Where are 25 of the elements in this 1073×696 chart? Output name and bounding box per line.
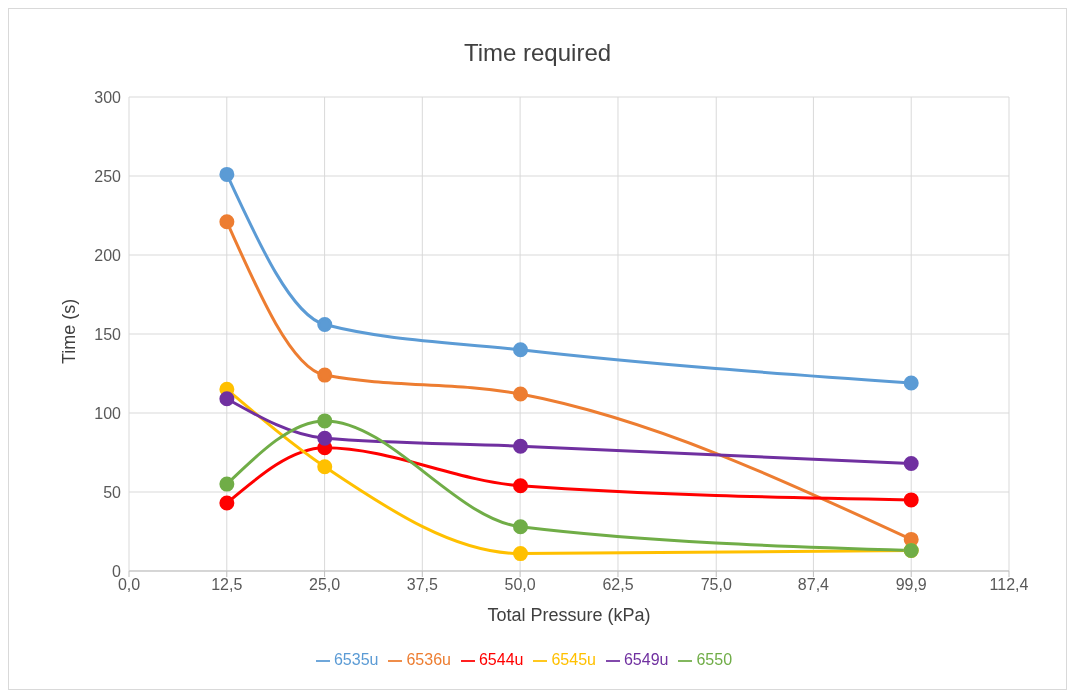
x-tick-label: 0,0	[117, 576, 141, 594]
y-tick-label: 300	[94, 88, 122, 106]
chart-title: Time required	[462, 39, 613, 67]
y-tick-label: 50	[103, 483, 122, 501]
legend-label: 6535u	[333, 651, 379, 668]
legend-label: 6549u	[623, 651, 669, 668]
x-tick-label: 12,5	[211, 576, 243, 594]
legend-label: 6544u	[478, 651, 524, 668]
y-tick-label: 100	[94, 404, 122, 422]
y-tick-label: 150	[94, 325, 122, 343]
y-tick-label: 250	[94, 167, 122, 185]
legend-label: 6545u	[551, 651, 596, 668]
x-tick-label: 37,5	[406, 576, 438, 594]
y-axis-title: Time (s)	[59, 298, 80, 364]
x-tick-label: 50,0	[504, 576, 536, 594]
x-tick-label: 75,0	[700, 576, 732, 594]
y-tick-label: 200	[94, 246, 122, 264]
x-tick-label: 112,4	[989, 576, 1029, 594]
x-tick-label: 99,9	[895, 576, 927, 594]
legend-label: 6536u	[406, 651, 451, 668]
x-tick-label: 87,4	[797, 576, 830, 594]
x-tick-label: 25,0	[309, 576, 341, 594]
legend-label: 6550	[696, 651, 733, 668]
x-axis-title: Total Pressure (kPa)	[487, 605, 651, 625]
x-tick-label: 62,5	[602, 576, 634, 594]
